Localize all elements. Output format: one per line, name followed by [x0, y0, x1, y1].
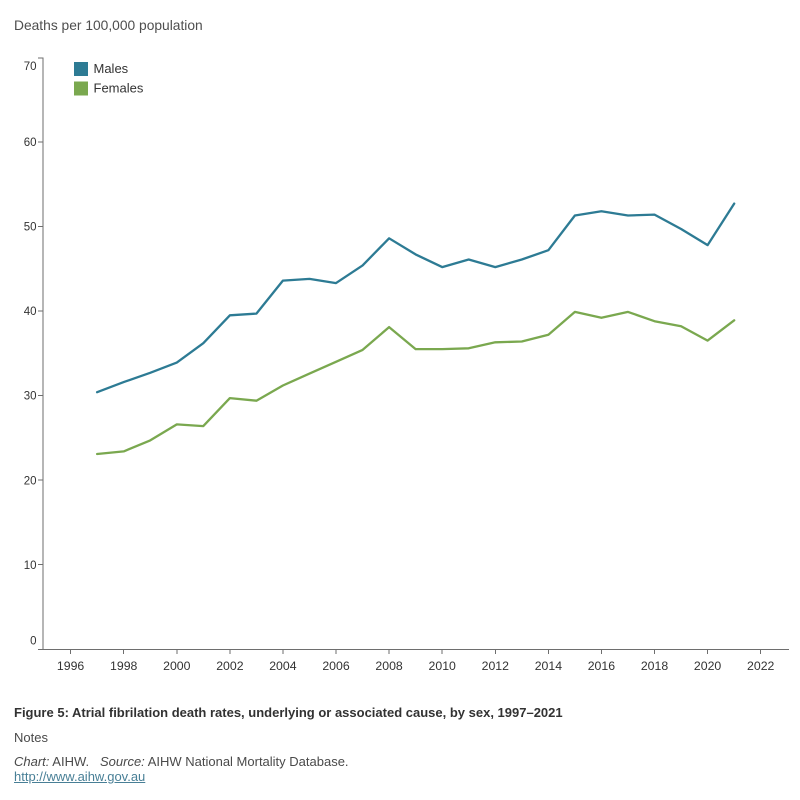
svg-text:40: 40 [24, 306, 37, 318]
svg-text:20: 20 [24, 475, 37, 487]
svg-text:2020: 2020 [694, 659, 722, 673]
svg-text:50: 50 [24, 222, 37, 234]
svg-text:Females: Females [94, 81, 144, 96]
svg-text:2000: 2000 [163, 659, 191, 673]
svg-text:2004: 2004 [269, 659, 297, 673]
svg-text:2002: 2002 [216, 659, 244, 673]
svg-text:2014: 2014 [535, 659, 563, 673]
svg-text:60: 60 [24, 137, 37, 149]
svg-text:2016: 2016 [588, 659, 616, 673]
svg-text:30: 30 [24, 391, 37, 403]
svg-text:2006: 2006 [322, 659, 350, 673]
svg-text:2010: 2010 [429, 659, 457, 673]
svg-text:70: 70 [24, 61, 37, 73]
svg-text:10: 10 [24, 560, 37, 572]
svg-text:1996: 1996 [57, 659, 85, 673]
svg-text:2022: 2022 [747, 659, 775, 673]
svg-text:2012: 2012 [482, 659, 510, 673]
svg-text:Males: Males [94, 61, 129, 76]
svg-text:2018: 2018 [641, 659, 669, 673]
svg-text:1998: 1998 [110, 659, 138, 673]
svg-text:0: 0 [30, 636, 36, 648]
svg-text:2008: 2008 [375, 659, 403, 673]
